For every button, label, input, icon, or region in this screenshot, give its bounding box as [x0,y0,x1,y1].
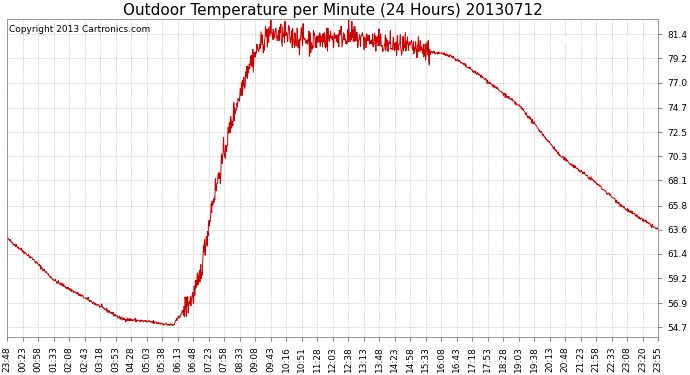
Title: Outdoor Temperature per Minute (24 Hours) 20130712: Outdoor Temperature per Minute (24 Hours… [123,3,542,18]
Text: Copyright 2013 Cartronics.com: Copyright 2013 Cartronics.com [8,25,150,34]
